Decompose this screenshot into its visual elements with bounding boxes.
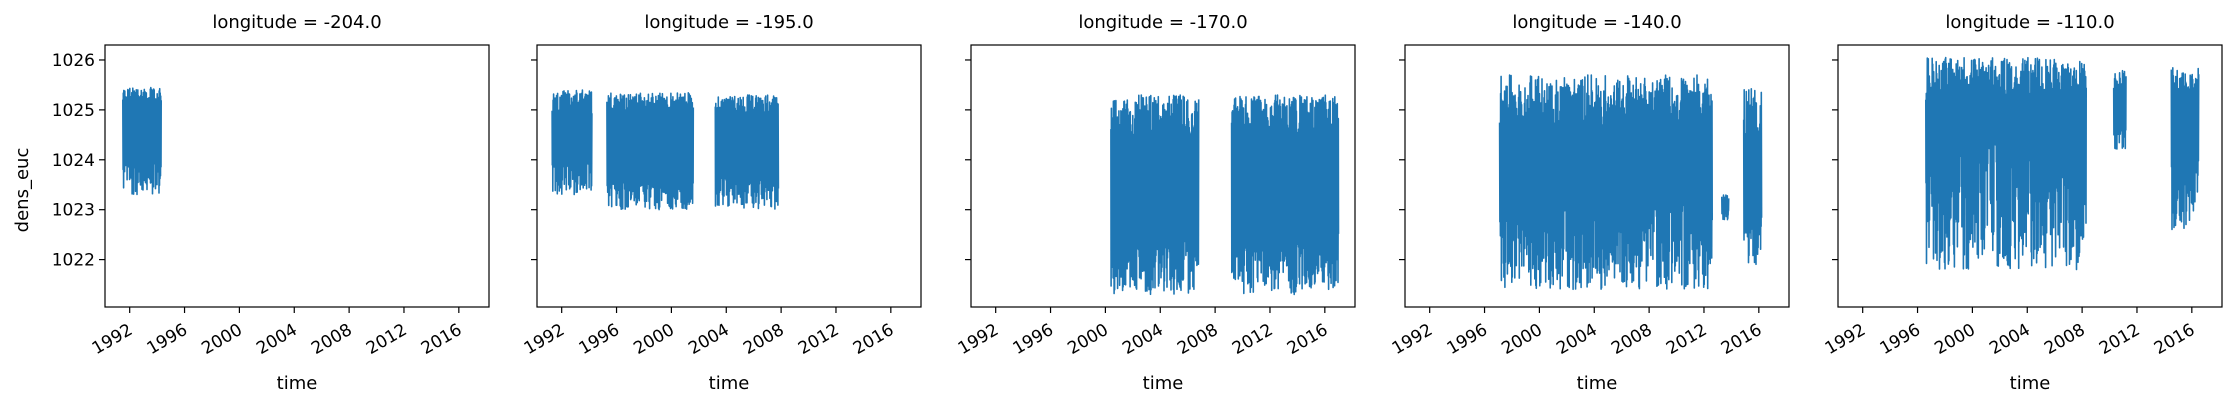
plot-frame xyxy=(1404,44,1790,308)
x-tick-label: 2016 xyxy=(1718,320,1765,359)
plot-frame xyxy=(1837,44,2223,308)
x-tick-label: 2012 xyxy=(1663,320,1710,359)
x-axis-label: time xyxy=(1577,373,1618,394)
series-line xyxy=(1498,74,1763,291)
x-tick-label: 1996 xyxy=(1877,320,1924,359)
x-tick-label: 2016 xyxy=(1284,320,1331,359)
plot-frame xyxy=(536,44,922,308)
x-tick-label: 2008 xyxy=(740,320,787,359)
x-tick-label: 1992 xyxy=(1822,320,1869,359)
x-tick-label: 1992 xyxy=(955,320,1002,359)
x-tick-label: 2016 xyxy=(2151,320,2198,359)
x-tick-label: 2000 xyxy=(1498,320,1545,359)
x-tick-label: 2016 xyxy=(418,320,465,359)
x-tick-label: 2016 xyxy=(850,320,897,359)
x-tick-label: 2008 xyxy=(308,320,355,359)
x-axis-label: time xyxy=(277,373,318,394)
series-line xyxy=(1925,56,2200,271)
x-tick-label: 2012 xyxy=(795,320,842,359)
x-tick-label: 1992 xyxy=(89,320,136,359)
y-tick-label: 1023 xyxy=(52,201,95,221)
x-tick-label: 1992 xyxy=(1389,320,1436,359)
x-axis-label: time xyxy=(2010,373,2051,394)
plot-frame xyxy=(104,44,490,308)
x-tick-label: 2012 xyxy=(1229,320,1276,359)
panel-title: longitude = -140.0 xyxy=(1512,12,1681,33)
x-tick-label: 2008 xyxy=(1608,320,1655,359)
x-tick-label: 2000 xyxy=(1931,320,1978,359)
x-tick-label: 2004 xyxy=(1119,320,1166,359)
x-tick-label: 2004 xyxy=(253,320,300,359)
x-tick-label: 1996 xyxy=(1444,320,1491,359)
series-line xyxy=(551,89,780,211)
x-tick-label: 2000 xyxy=(1064,320,1111,359)
x-tick-label: 2008 xyxy=(1174,320,1221,359)
x-tick-label: 2004 xyxy=(1986,320,2033,359)
y-tick-label: 1025 xyxy=(52,101,95,121)
series-line xyxy=(1110,94,1340,296)
x-tick-label: 2000 xyxy=(630,320,677,359)
y-tick-label: 1022 xyxy=(52,251,95,271)
panel-title: longitude = -170.0 xyxy=(1078,12,1247,33)
x-tick-label: 1992 xyxy=(521,320,568,359)
x-tick-label: 2004 xyxy=(1553,320,1600,359)
x-tick-label: 1996 xyxy=(144,320,191,359)
x-tick-label: 2000 xyxy=(198,320,245,359)
x-tick-label: 1996 xyxy=(1010,320,1057,359)
plot-frame xyxy=(970,44,1356,308)
y-axis-label: dens_euc xyxy=(12,148,33,233)
x-tick-label: 2008 xyxy=(2041,320,2088,359)
x-tick-label: 2004 xyxy=(685,320,732,359)
x-axis-label: time xyxy=(1143,373,1184,394)
panel-title: longitude = -204.0 xyxy=(212,12,381,33)
y-tick-label: 1026 xyxy=(52,51,95,71)
panel-title: longitude = -195.0 xyxy=(644,12,813,33)
y-tick-label: 1024 xyxy=(52,151,95,171)
series-line xyxy=(122,86,162,196)
x-tick-label: 2012 xyxy=(2096,320,2143,359)
x-tick-label: 2012 xyxy=(363,320,410,359)
x-axis-label: time xyxy=(709,373,750,394)
x-tick-label: 1996 xyxy=(576,320,623,359)
panel-title: longitude = -110.0 xyxy=(1945,12,2114,33)
